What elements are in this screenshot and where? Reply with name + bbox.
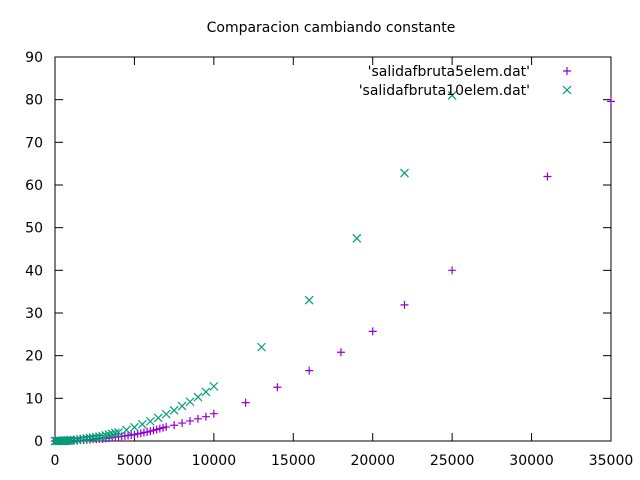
- data-point: [201, 412, 210, 421]
- legend-marker: [562, 85, 572, 95]
- y-tick-label: 90: [25, 50, 43, 66]
- legend-label: 'salidafbruta5elem.dat': [368, 64, 530, 80]
- data-point: [447, 90, 457, 100]
- data-point: [114, 428, 123, 437]
- y-tick-label: 60: [25, 178, 43, 194]
- x-tick-label: 0: [51, 453, 60, 469]
- data-point: [122, 425, 131, 435]
- y-tick-label: 20: [25, 349, 43, 365]
- data-point: [209, 381, 219, 391]
- legend-marker: [563, 67, 571, 75]
- legend-label: 'salidafbruta10elem.dat': [359, 83, 530, 99]
- data-point: [209, 409, 218, 418]
- data-point: [161, 409, 171, 419]
- data-point: [336, 348, 345, 357]
- x-tick-label: 5000: [117, 453, 153, 469]
- data-point: [104, 430, 114, 440]
- data-point: [178, 419, 187, 428]
- y-tick-label: 0: [34, 434, 43, 450]
- series-2: [50, 90, 457, 446]
- data-point: [201, 387, 211, 397]
- x-tick-label: 20000: [350, 453, 395, 469]
- data-point: [177, 401, 187, 411]
- series-1: [51, 97, 615, 445]
- data-point: [162, 422, 171, 431]
- data-point: [193, 414, 202, 423]
- data-point: [607, 97, 615, 106]
- chart-series: [50, 90, 615, 446]
- data-point: [241, 398, 250, 407]
- data-point: [170, 421, 179, 430]
- data-point: [273, 383, 282, 392]
- y-tick-label: 10: [25, 391, 43, 407]
- y-tick-label: 30: [25, 306, 43, 322]
- data-point: [448, 266, 457, 275]
- data-point: [110, 428, 120, 438]
- data-point: [137, 419, 147, 429]
- y-tick-label: 40: [25, 263, 43, 279]
- data-point: [98, 431, 108, 441]
- data-point: [153, 413, 163, 423]
- data-point: [305, 366, 314, 375]
- data-point: [400, 168, 409, 178]
- data-point: [145, 416, 155, 426]
- data-point: [130, 422, 139, 432]
- data-point: [543, 172, 552, 181]
- chart-legend: 'salidafbruta5elem.dat' 'salidafbruta10el…: [359, 64, 572, 99]
- y-tick-label: 80: [25, 93, 43, 109]
- x-tick-label: 10000: [192, 453, 237, 469]
- data-point: [185, 397, 195, 407]
- x-tick-label: 15000: [271, 453, 316, 469]
- x-tick-label: 30000: [509, 453, 554, 469]
- data-point: [193, 392, 203, 402]
- data-point: [169, 405, 179, 415]
- data-point: [304, 295, 314, 305]
- y-tick-label: 70: [25, 135, 43, 151]
- data-point: [400, 300, 409, 309]
- x-tick-label: 25000: [430, 453, 475, 469]
- data-point: [101, 431, 111, 440]
- chart-axes: 0 10 20 30 40 50 60 70 80 90 0 5000 10000 15000 20000 2…: [25, 50, 633, 469]
- data-point: [352, 233, 362, 243]
- x-tick-label: 35000: [589, 453, 634, 469]
- y-tick-label: 50: [25, 221, 43, 237]
- data-point: [186, 416, 195, 425]
- chart-title: Comparacion cambiando constante: [207, 20, 456, 36]
- data-point: [368, 327, 377, 336]
- data-point: [257, 342, 266, 352]
- plot-frame: [54, 56, 612, 442]
